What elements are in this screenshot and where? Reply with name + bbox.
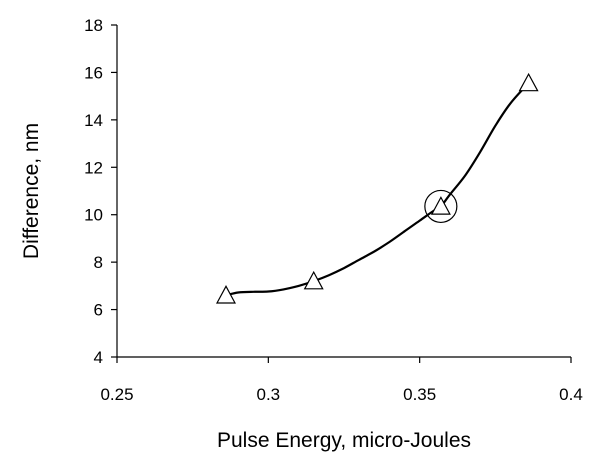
y-tick-label: 14: [84, 111, 103, 130]
x-axis-title: Pulse Energy, micro-Joules: [217, 429, 471, 452]
x-tick-label: 0.3: [257, 385, 281, 404]
y-tick-label: 8: [94, 253, 103, 272]
annotations-group: [424, 189, 458, 224]
series-group: [225, 82, 530, 297]
y-tick-label: 16: [84, 63, 103, 82]
x-ticks: 0.25 0.3 0.35 0.4: [100, 357, 583, 404]
data-point-triangle: [430, 196, 451, 215]
y-tick-label: 6: [94, 301, 103, 320]
y-tick-label: 12: [84, 158, 103, 177]
markers-group: [215, 72, 539, 304]
series-line: [225, 82, 530, 297]
data-point-triangle: [518, 72, 539, 92]
x-tick-label: 0.4: [559, 385, 583, 404]
data-point-triangle: [303, 270, 324, 290]
axes: [116, 25, 571, 358]
highlight-circle: [424, 189, 458, 224]
x-tick-label: 0.35: [403, 385, 436, 404]
y-tick-label: 10: [84, 206, 103, 225]
y-axis-title: Difference, nm: [20, 123, 43, 259]
y-ticks: 4 6 8 10 12 14 16 18: [84, 16, 117, 367]
data-point-triangle: [215, 285, 237, 304]
x-tick-label: 0.25: [100, 385, 133, 404]
y-tick-label: 4: [94, 348, 103, 367]
y-tick-label: 18: [84, 16, 103, 35]
